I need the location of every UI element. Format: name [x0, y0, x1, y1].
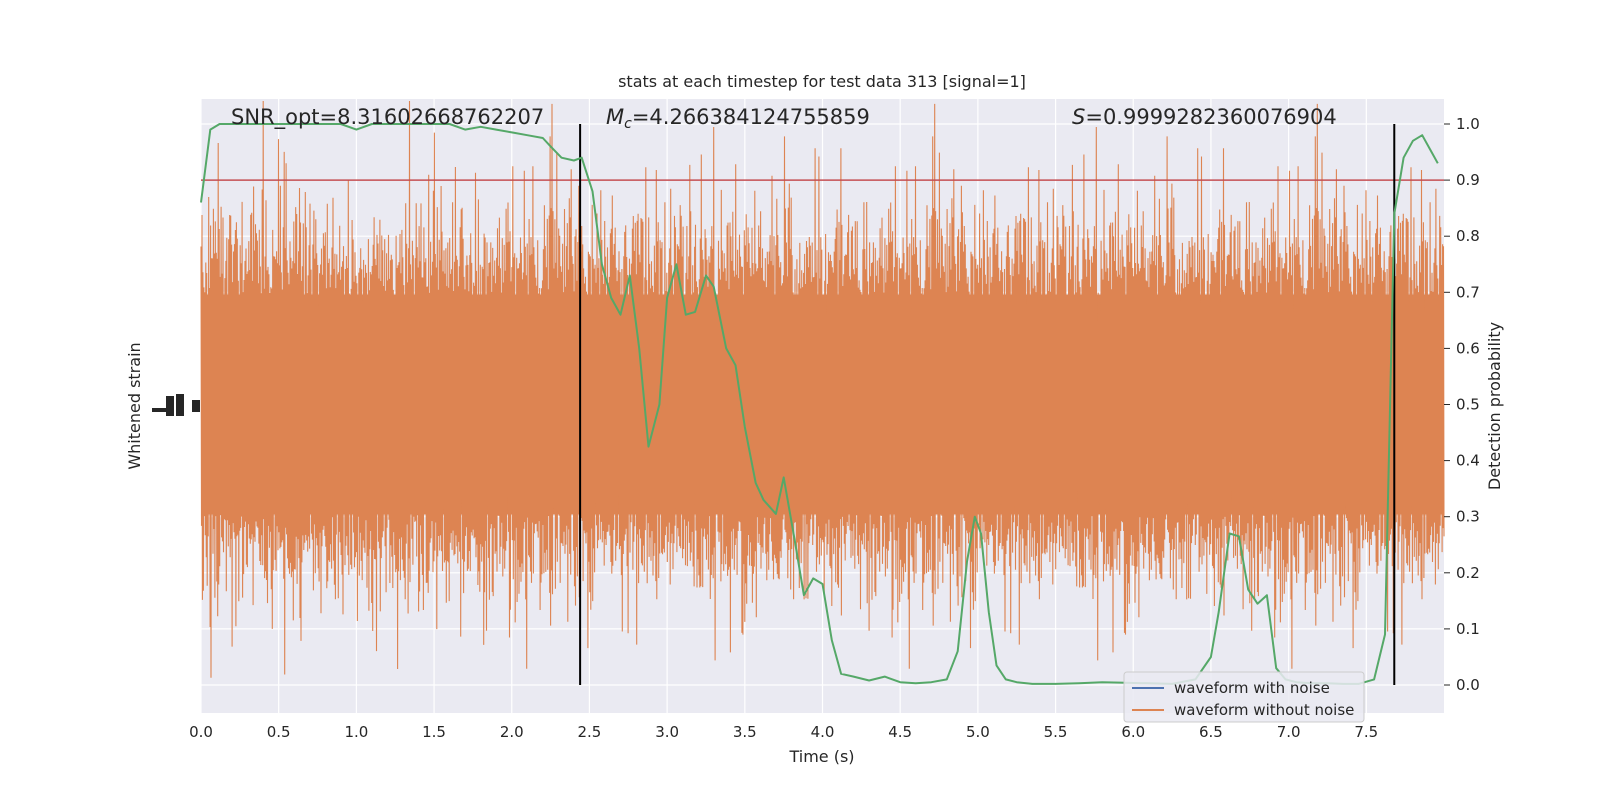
x-tick-label: 0.0 — [189, 723, 213, 741]
x-tick-label: 5.5 — [1044, 723, 1068, 741]
y-tick-label: 0.5 — [1456, 396, 1480, 414]
x-tick-label: 7.5 — [1354, 723, 1378, 741]
x-tick-label: 4.5 — [888, 723, 912, 741]
y-tick-label: 0.6 — [1456, 339, 1480, 357]
x-tick-label: 5.0 — [966, 723, 990, 741]
chirp-mass-annotation: Mc=4.266384124755859 — [606, 105, 870, 132]
y-tick-label: 0.8 — [1456, 227, 1480, 245]
detection-probability-line — [200, 123, 1439, 685]
x-tick-label: 1.0 — [344, 723, 368, 741]
s-annotation: S=0.9999282360076904 — [1072, 105, 1337, 129]
x-tick-label: 7.0 — [1277, 723, 1301, 741]
snr-annotation: SNR_opt=8.31602668762207 — [231, 105, 544, 130]
mc-value: =4.266384124755859 — [632, 105, 870, 129]
legend-label: waveform without noise — [1174, 701, 1354, 719]
x-tick-label: 6.0 — [1121, 723, 1145, 741]
chart-title: stats at each timestep for test data 313… — [618, 72, 1026, 91]
x-tick-label: 3.0 — [655, 723, 679, 741]
x-tick-label: 2.0 — [500, 723, 524, 741]
y-axis-left-label: Whitened strain — [125, 342, 144, 469]
y-tick-label: 1.0 — [1456, 115, 1480, 133]
waveform-without-noise-line — [200, 100, 1445, 678]
x-tick-label: 0.5 — [267, 723, 291, 741]
strain-series — [200, 100, 1445, 678]
mc-subscript: c — [624, 116, 632, 132]
x-axis-ticks: 0.0 0.5 1.0 1.5 2.0 2.5 3.0 3.5 4.0 4.5 5.0 5.5 6.0 6… — [189, 723, 1378, 741]
y-tick-label: 0.1 — [1456, 620, 1480, 638]
legend-label: waveform with noise — [1174, 679, 1330, 697]
y-tick-label: 0.7 — [1456, 283, 1480, 301]
left-axis-tick-marks — [152, 394, 200, 416]
s-symbol: S — [1072, 105, 1085, 129]
y-axis-right-ticks: 0.0 0.1 0.2 0.3 0.4 0.5 0.6 0.7 0.8 0.9 1.0 — [1444, 115, 1480, 694]
s-value: =0.9999282360076904 — [1085, 105, 1336, 129]
x-tick-label: 6.5 — [1199, 723, 1223, 741]
x-tick-label: 3.5 — [733, 723, 757, 741]
y-tick-label: 0.2 — [1456, 564, 1480, 582]
y-axis-right-label: Detection probability — [1485, 322, 1504, 490]
legend: waveform with noise waveform without nois… — [1123, 671, 1365, 723]
y-tick-label: 0.3 — [1456, 508, 1480, 526]
y-tick-label: 0.9 — [1456, 171, 1480, 189]
y-tick-label: 0.0 — [1456, 676, 1480, 694]
legend-box — [1123, 671, 1365, 723]
x-tick-label: 4.0 — [811, 723, 835, 741]
mc-symbol: M — [606, 105, 624, 129]
probability-series — [200, 123, 1439, 685]
y-tick-label: 0.4 — [1456, 452, 1480, 470]
x-tick-label: 2.5 — [578, 723, 602, 741]
x-tick-label: 1.5 — [422, 723, 446, 741]
x-axis-label: Time (s) — [788, 747, 854, 766]
